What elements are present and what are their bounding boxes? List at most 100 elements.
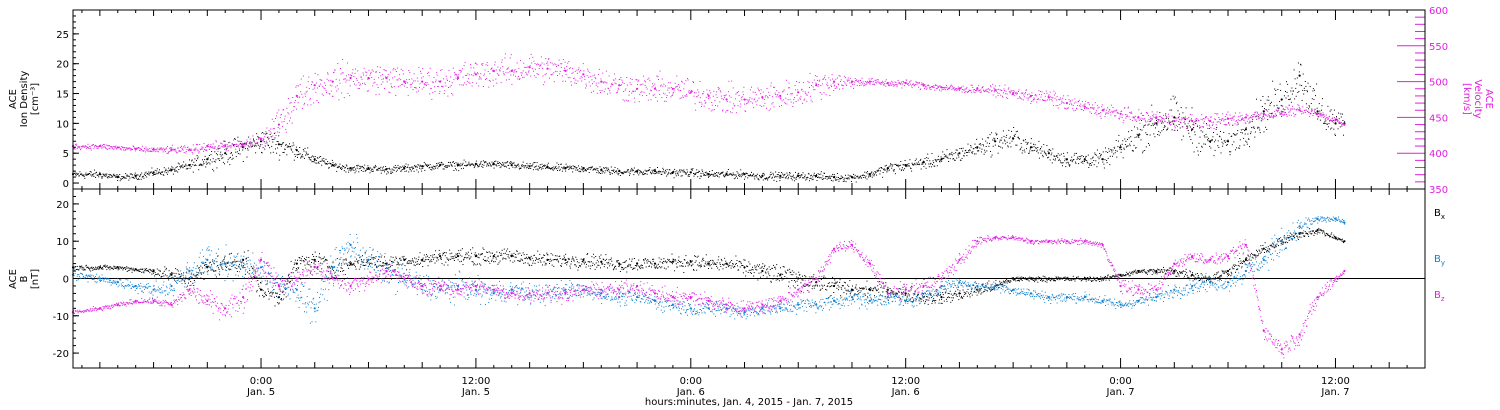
- density-sample: [1164, 125, 1166, 127]
- density-sample: [74, 172, 76, 174]
- velocity-sample: [1243, 119, 1245, 121]
- density-sample: [1071, 156, 1073, 158]
- density-sample: [601, 172, 603, 174]
- velocity-sample: [1116, 109, 1118, 111]
- velocity-sample: [1206, 116, 1207, 118]
- velocity-sample: [267, 136, 269, 138]
- density-sample: [908, 163, 910, 165]
- velocity-sample: [1009, 91, 1011, 93]
- density-sample: [559, 168, 561, 170]
- density-sample: [525, 165, 527, 167]
- velocity-sample: [863, 83, 865, 85]
- velocity-sample: [206, 149, 208, 151]
- velocity-sample: [510, 74, 512, 76]
- velocity-sample: [1015, 92, 1017, 94]
- velocity-sample: [1257, 118, 1259, 120]
- density-sample: [1219, 136, 1221, 138]
- density-sample: [1196, 125, 1198, 127]
- velocity-sample: [1000, 94, 1002, 96]
- velocity-sample: [1020, 92, 1022, 94]
- density-sample: [352, 167, 354, 169]
- velocity-sample: [317, 74, 319, 76]
- velocity-sample: [201, 148, 203, 150]
- density-sample: [997, 152, 999, 154]
- density-sample: [767, 179, 769, 181]
- velocity-sample: [494, 64, 496, 66]
- density-sample: [1021, 146, 1023, 148]
- density-sample: [795, 178, 797, 180]
- velocity-sample: [369, 78, 370, 80]
- velocity-sample: [1224, 119, 1226, 121]
- density-sample: [1264, 103, 1266, 105]
- velocity-sample: [637, 84, 639, 86]
- density-sample: [1217, 145, 1219, 147]
- density-sample: [212, 158, 214, 160]
- density-sample: [1142, 152, 1144, 154]
- velocity-sample: [698, 91, 700, 93]
- density-sample: [1181, 126, 1183, 128]
- velocity-sample: [766, 88, 768, 89]
- density-sample: [956, 157, 958, 159]
- density-sample: [123, 176, 125, 178]
- density-sample: [1237, 123, 1239, 125]
- density-sample: [661, 171, 663, 173]
- density-sample: [503, 164, 505, 166]
- density-sample: [1279, 83, 1281, 85]
- velocity-sample: [809, 72, 811, 74]
- velocity-sample: [1254, 111, 1256, 113]
- velocity-sample: [547, 64, 549, 66]
- density-sample: [229, 164, 231, 166]
- velocity-sample: [108, 148, 110, 150]
- density-sample: [1333, 128, 1335, 130]
- density-sample: [183, 161, 185, 163]
- velocity-sample: [1039, 99, 1041, 101]
- velocity-point: [922, 84, 925, 87]
- velocity-sample: [720, 95, 722, 97]
- density-sample: [152, 174, 154, 176]
- density-sample: [150, 171, 152, 173]
- density-sample: [125, 177, 127, 179]
- density-sample: [1213, 155, 1215, 157]
- velocity-sample: [1016, 91, 1018, 93]
- density-sample: [952, 158, 954, 160]
- velocity-sample: [185, 151, 187, 152]
- velocity-sample: [1029, 96, 1031, 98]
- density-sample: [728, 173, 730, 175]
- velocity-sample: [210, 146, 211, 147]
- density-sample: [124, 177, 126, 179]
- density-sample: [205, 161, 207, 163]
- density-sample: [162, 171, 164, 173]
- velocity-sample: [488, 86, 490, 88]
- velocity-sample: [380, 83, 382, 85]
- density-sample: [979, 147, 981, 149]
- density-sample: [1115, 150, 1117, 152]
- density-sample: [457, 165, 459, 167]
- velocity-sample: [475, 82, 477, 84]
- density-sample: [420, 168, 422, 170]
- velocity-sample: [824, 75, 826, 77]
- density-sample: [786, 172, 788, 174]
- density-sample: [1164, 126, 1166, 128]
- velocity-sample: [739, 106, 741, 108]
- density-sample: [1229, 154, 1231, 156]
- density-sample: [954, 159, 956, 161]
- density-sample: [1017, 136, 1019, 138]
- velocity-sample: [1221, 119, 1222, 121]
- density-sample: [416, 169, 418, 171]
- velocity-sample: [1146, 112, 1148, 113]
- velocity-sample: [1318, 115, 1320, 117]
- density-sample: [466, 164, 468, 166]
- density-sample: [1065, 166, 1067, 168]
- velocity-point: [707, 94, 710, 97]
- velocity-sample: [1291, 108, 1293, 110]
- density-sample: [428, 165, 430, 166]
- velocity-sample: [174, 149, 175, 151]
- density-sample: [532, 169, 534, 171]
- density-sample: [540, 168, 542, 170]
- density-sample: [925, 163, 926, 165]
- density-sample: [106, 176, 108, 178]
- velocity-sample: [777, 94, 779, 96]
- velocity-sample: [746, 102, 748, 104]
- density-sample: [145, 175, 146, 177]
- velocity-sample: [1073, 110, 1075, 112]
